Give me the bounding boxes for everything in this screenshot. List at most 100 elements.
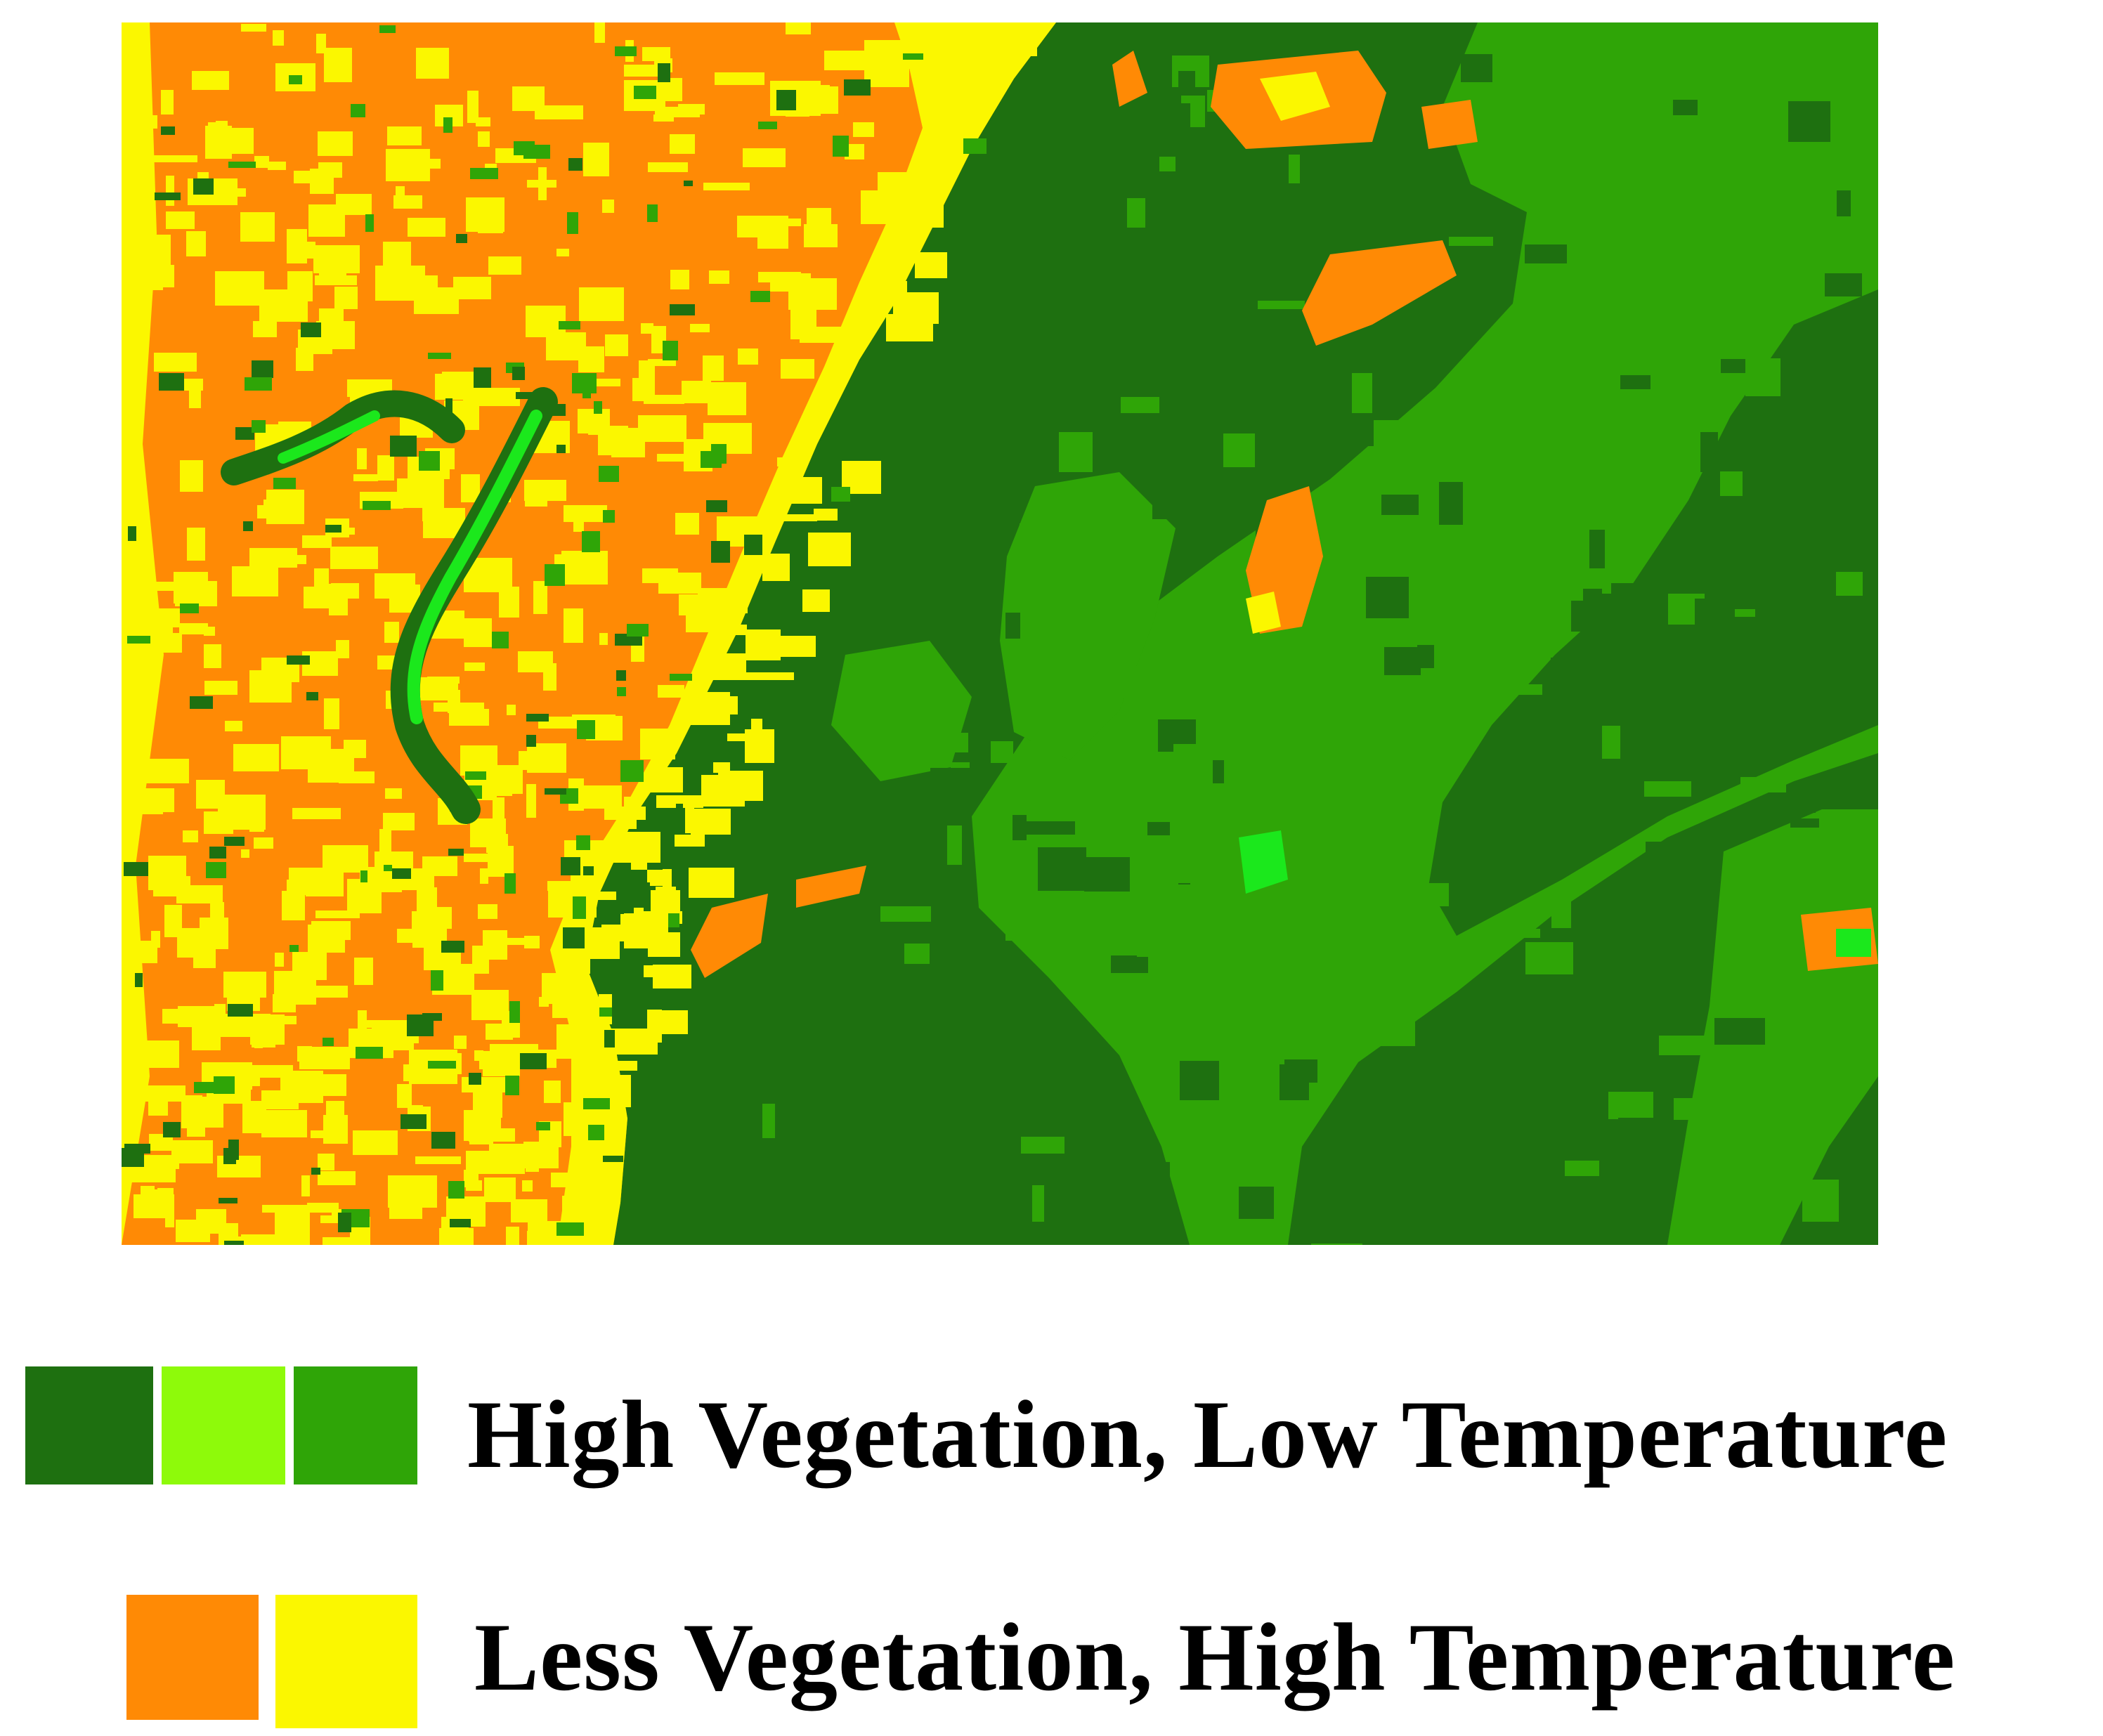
green-patch [161,126,175,135]
green-patch [465,771,486,780]
green-patch [670,304,695,315]
green-patch [379,25,396,33]
green-patch [1127,198,1145,228]
yellow-patch [268,162,286,170]
green-patch [224,837,245,846]
green-patch [617,687,626,696]
yellow-patch [476,117,490,126]
green-patch [1152,497,1202,519]
yellow-patch [299,1047,350,1069]
yellow-patch [656,887,676,896]
green-patch [180,603,199,613]
yellow-patch [656,795,703,808]
yellow-patch [544,1081,561,1103]
yellow-patch [956,22,977,35]
yellow-patch [353,1130,398,1155]
green-patch [505,1076,519,1095]
yellow-patch [148,856,186,890]
yellow-patch [551,1173,599,1187]
green-patch [1059,432,1093,472]
green-patch [431,970,443,991]
green-patch [1622,36,1633,58]
green-patch [504,873,516,894]
yellow-patch [171,1140,213,1163]
green-patch [448,1181,464,1199]
green-patch [1611,583,1662,625]
green-patch [1258,301,1305,309]
green-patch [1158,466,1168,479]
green-patch [492,632,509,648]
yellow-patch [658,573,701,594]
green-patch [1284,787,1300,795]
green-patch [1163,885,1211,928]
green-patch [228,162,256,168]
green-patch [594,401,602,414]
yellow-patch [314,568,329,587]
yellow-patch [579,287,624,321]
map-region-mid-green-band-3 [831,641,972,781]
yellow-patch [675,835,705,847]
yellow-patch [519,751,528,770]
green-patch [603,1156,623,1162]
yellow-patch [205,126,232,159]
island-yellow-1 [1260,72,1330,121]
green-patch [711,541,730,563]
yellow-patch [638,415,686,442]
green-patch [556,445,566,453]
yellow-patch [686,611,727,632]
green-patch [1543,530,1591,570]
yellow-patch [123,744,148,763]
yellow-patch [200,918,228,949]
yellow-patch [304,587,347,608]
green-patch [930,768,979,785]
yellow-patch [176,1220,210,1242]
yellow-patch [313,245,360,273]
legend-label-less-vegetation: Less Vegetation, High Temperature [474,1603,1956,1711]
yellow-patch [585,379,620,386]
green-patch [1470,470,1505,478]
yellow-patch [417,887,437,913]
yellow-patch [546,332,586,360]
yellow-patch [186,231,206,256]
green-patch [559,321,580,329]
green-patch [1496,497,1515,522]
yellow-patch [350,1225,370,1245]
green-patch [568,158,582,171]
green-patch [711,444,727,464]
yellow-patch [642,47,670,61]
green-patch [1124,666,1147,698]
green-patch [356,1047,383,1059]
yellow-patch [658,685,684,698]
green-patch [127,636,150,644]
yellow-patch [647,767,683,792]
yellow-patch [525,490,547,507]
yellow-patch [590,892,616,900]
yellow-patch [770,636,816,657]
yellow-patch [324,48,352,82]
yellow-patch [802,589,830,612]
yellow-patch [605,334,628,356]
yellow-patch [489,1144,525,1174]
yellow-patch [302,535,332,548]
yellow-patch [157,1188,174,1196]
legend-swatch-light-green [162,1366,285,1484]
yellow-patch [522,1180,533,1192]
yellow-patch [588,426,628,435]
yellow-patch [241,24,266,32]
green-patch [338,1213,351,1232]
green-patch [155,192,181,200]
green-patch [786,972,837,982]
yellow-patch [670,270,689,289]
green-patch [428,1061,456,1069]
green-patch [663,341,678,360]
green-patch [1441,1007,1454,1037]
yellow-patch [853,122,874,137]
green-patch [124,862,148,876]
yellow-patch [162,1009,180,1024]
green-patch [1700,432,1718,472]
green-patch [942,733,968,752]
green-patch [1698,671,1718,688]
yellow-patch [781,359,814,379]
yellow-patch [533,581,547,614]
yellow-patch [524,936,540,948]
